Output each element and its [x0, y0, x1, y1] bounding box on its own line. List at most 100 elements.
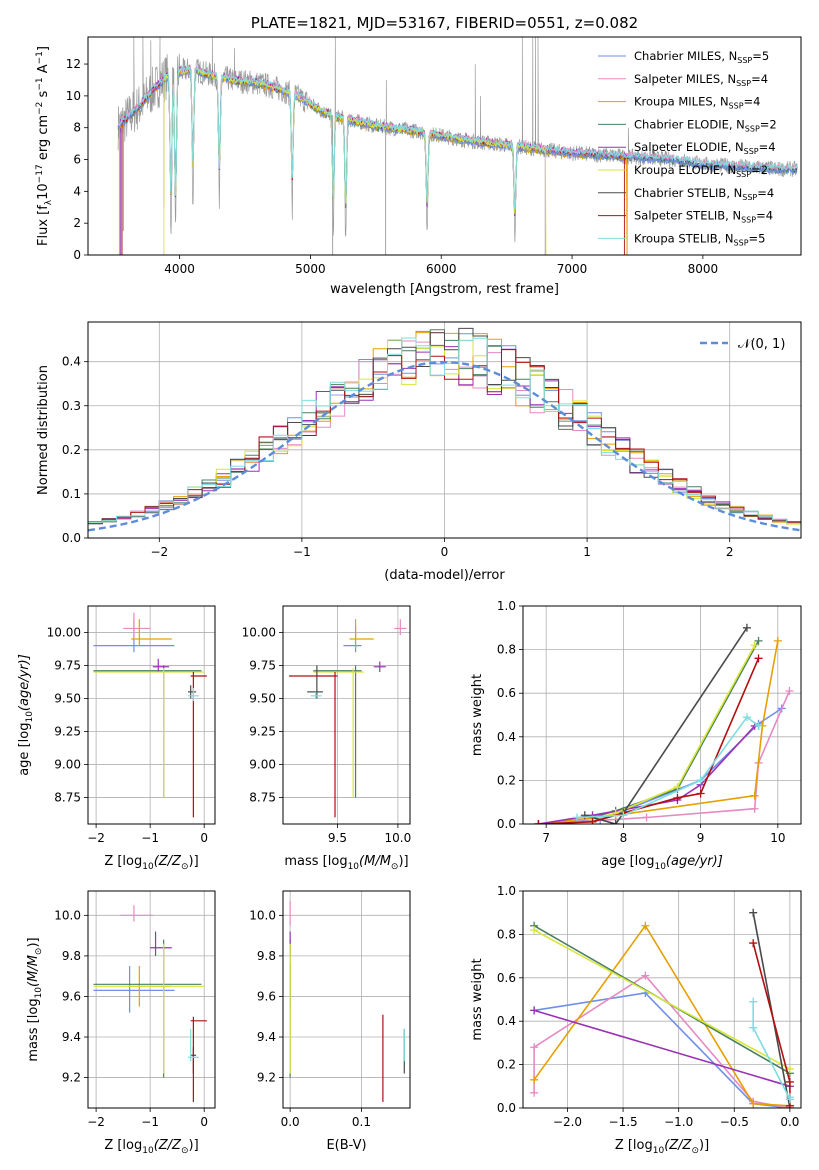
label-part: Salpeter ELODIE, N	[634, 140, 744, 154]
model-spectrum-salpeter_stelib	[121, 66, 625, 255]
label-part: =5	[749, 231, 766, 245]
x-tick-label: 7000	[557, 262, 588, 276]
x-tick-label: 0.1	[352, 1115, 371, 1129]
label-part: 10	[36, 183, 51, 200]
weight-marker-salpeter_stelib	[749, 939, 758, 948]
weight-marker-kroupa_miles	[641, 921, 650, 930]
label-part: )]	[189, 854, 199, 869]
label-part: −17	[35, 164, 45, 183]
label-part: 10	[142, 1146, 154, 1156]
y-tick-label: 0.6	[497, 686, 516, 700]
label-part: )]	[699, 1138, 709, 1153]
label-part: λ	[44, 199, 54, 205]
weight-marker-chabrier_stelib	[742, 623, 751, 632]
label-part: SSP	[741, 216, 756, 225]
label-part: −1	[35, 51, 45, 64]
label-part: SSP	[745, 124, 760, 133]
legend-entry: Salpeter ELODIE, NSSP=4	[634, 140, 776, 156]
plot-area	[117, 37, 798, 255]
x-tick-label: 0	[200, 831, 208, 845]
y-axis-label: mass weight	[470, 958, 485, 1040]
label-part: (Z/Z	[664, 1138, 692, 1153]
y-tick-label: 10.00	[47, 625, 81, 639]
label-part: Chabrier STELIB, N	[634, 186, 742, 200]
y-tick-label: 10.00	[242, 625, 276, 639]
x-tick-label: 0.0	[780, 1115, 799, 1129]
weight-marker-salpeter_stelib	[696, 789, 705, 798]
y-axis-label: Normed distribution	[36, 365, 51, 495]
residual-histogram-panel: −2 −1 0 1 2 0.0 0.1 0.2 0.3 0.4 (data-model)/error…	[36, 321, 802, 583]
legend-entry: Kroupa MILES, NSSP=4	[634, 95, 760, 111]
x-tick-label: 0.0	[281, 1115, 300, 1129]
legend-entry: Chabrier ELODIE, NSSP=2	[634, 117, 777, 133]
y-tick-label: 9.75	[54, 658, 81, 672]
label-part: =5	[752, 49, 769, 63]
label-part: (age/yr)]	[666, 854, 723, 869]
label-part: s	[36, 90, 51, 101]
normal-curve	[88, 360, 801, 532]
label-part: mass [log	[26, 998, 41, 1061]
x-tick-label: −1	[141, 831, 159, 845]
weight-marker-salpeter_miles	[641, 971, 650, 980]
y-tick-label: 10.0	[54, 908, 81, 922]
mass-vs-extinction-panel: 0.0 0.1 9.2 9.4 9.6 9.8 10.0 E(B-V)	[249, 890, 411, 1153]
y-tick-label: 9.4	[257, 1030, 276, 1044]
label-part: ⊙	[181, 862, 189, 872]
y-tick-label: 0.4	[62, 355, 81, 369]
weight-marker-kroupa_stelib	[742, 713, 751, 722]
weight-marker-salpeter_miles	[530, 1088, 539, 1097]
weight-marker-salpeter_stelib	[754, 654, 763, 663]
label-part: Salpeter STELIB, N	[634, 209, 741, 223]
label-part: A	[36, 64, 51, 77]
x-tick-label: 6000	[426, 262, 457, 276]
weight-marker-kroupa_stelib	[785, 1093, 794, 1102]
label-part: SSP	[734, 238, 749, 247]
x-tick-label: 10.0	[385, 831, 412, 845]
y-tick-label: 0.2	[62, 443, 81, 457]
y-tick-label: 0.1	[62, 487, 81, 501]
plot-area	[93, 612, 207, 818]
x-tick-label: 9.5	[328, 831, 347, 845]
label-part: =4	[744, 95, 761, 109]
y-tick-label: 8.75	[54, 791, 81, 805]
y-tick-label: 0.0	[497, 817, 516, 831]
x-tick-label: −1	[293, 545, 311, 559]
weight-vs-metallicity-panel: −2.0 −1.5 −1.0 −0.5 0.0 0.0 0.2 0.4 0.6 0.8 1.0 Z […	[470, 884, 802, 1156]
y-tick-label: 9.50	[54, 691, 81, 705]
weight-marker-salpeter_stelib	[673, 793, 682, 802]
label-part: Z [log	[104, 854, 142, 869]
weight-marker-kroupa_miles	[749, 1099, 758, 1108]
weight-line-salpeter_miles	[533, 974, 791, 1108]
y-tick-label: 2	[73, 216, 81, 230]
label-part: )]	[189, 1138, 199, 1153]
label-part: E(B-V)	[326, 1138, 366, 1153]
x-axis-label: Z [log10(Z/Z⊙)]	[104, 854, 198, 872]
label-part: =2	[760, 117, 777, 131]
plot-area	[289, 901, 405, 1102]
label-part: =2	[751, 163, 768, 177]
weight-marker-chabrier_stelib	[580, 811, 589, 820]
y-tick-label: 10.0	[249, 908, 276, 922]
label-part: age [log	[601, 854, 654, 869]
label-part: 10	[654, 862, 666, 872]
label-part: ⊙	[691, 1146, 699, 1156]
x-tick-label: −2.0	[553, 1115, 582, 1129]
legend-entry: Salpeter STELIB, NSSP=4	[634, 209, 773, 225]
legend-entry: Kroupa ELODIE, NSSP=2	[634, 163, 768, 179]
label-part: 10	[25, 711, 35, 723]
label-part: −2	[35, 102, 45, 115]
label-part: Z [log	[104, 1138, 142, 1153]
legend-entry: 𝒩(0, 1)	[738, 337, 785, 352]
y-tick-label: 9.00	[249, 758, 276, 772]
y-axis-label: mass weight	[470, 674, 485, 756]
model-spectrum-kroupa_stelib	[117, 65, 798, 210]
label-part: )]	[398, 854, 408, 869]
plot-area	[534, 623, 794, 824]
label-part: (age/yr)]	[17, 654, 32, 711]
label-part: SSP	[729, 102, 744, 111]
label-part: Kroupa STELIB, N	[634, 231, 734, 245]
weight-marker-salpeter_miles	[642, 813, 651, 822]
x-axis-label: age [log10(age/yr)]	[601, 854, 723, 872]
weight-marker-kroupa_miles	[750, 791, 759, 800]
label-part: 10	[653, 1146, 665, 1156]
